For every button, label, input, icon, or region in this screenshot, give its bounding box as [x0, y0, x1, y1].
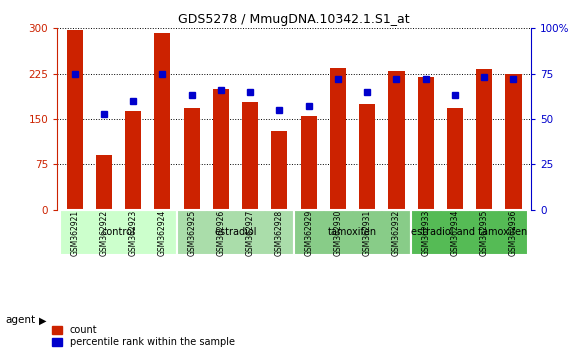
Text: GSM362936: GSM362936 — [509, 210, 518, 256]
Text: GSM362927: GSM362927 — [246, 210, 255, 256]
Text: GSM362923: GSM362923 — [128, 210, 138, 256]
Text: GSM362921: GSM362921 — [70, 210, 79, 256]
Bar — [301, 116, 317, 210]
Text: agent: agent — [6, 315, 36, 325]
Text: GSM362932: GSM362932 — [392, 210, 401, 256]
Bar — [388, 70, 404, 210]
Text: GSM362935: GSM362935 — [480, 210, 489, 256]
Bar — [96, 155, 112, 210]
Text: GSM362926: GSM362926 — [216, 210, 226, 256]
Text: estradiol and tamoxifen: estradiol and tamoxifen — [412, 227, 528, 237]
Text: GSM362934: GSM362934 — [451, 210, 460, 256]
Bar — [271, 131, 287, 210]
Bar — [125, 111, 141, 210]
Legend: count, percentile rank within the sample: count, percentile rank within the sample — [51, 323, 237, 349]
Bar — [359, 104, 375, 210]
Bar — [154, 33, 171, 210]
Bar — [417, 77, 434, 210]
Text: control: control — [102, 227, 135, 237]
FancyBboxPatch shape — [60, 210, 177, 255]
Text: tamoxifen: tamoxifen — [328, 227, 377, 237]
Text: GSM362931: GSM362931 — [363, 210, 372, 256]
Text: GSM362922: GSM362922 — [99, 210, 108, 256]
Text: GSM362925: GSM362925 — [187, 210, 196, 256]
FancyBboxPatch shape — [177, 210, 294, 255]
Title: GDS5278 / MmugDNA.10342.1.S1_at: GDS5278 / MmugDNA.10342.1.S1_at — [178, 13, 410, 26]
Text: estradiol: estradiol — [214, 227, 257, 237]
Text: GSM362930: GSM362930 — [333, 210, 343, 256]
Bar — [213, 89, 229, 210]
Bar — [67, 29, 83, 210]
Bar — [330, 68, 346, 210]
Text: GSM362928: GSM362928 — [275, 210, 284, 256]
Text: GSM362924: GSM362924 — [158, 210, 167, 256]
Bar — [447, 108, 463, 210]
Bar — [184, 108, 200, 210]
Text: GSM362929: GSM362929 — [304, 210, 313, 256]
Bar — [476, 69, 492, 210]
Bar — [505, 74, 521, 210]
FancyBboxPatch shape — [411, 210, 528, 255]
Text: ▶: ▶ — [39, 316, 46, 326]
Text: GSM362933: GSM362933 — [421, 210, 430, 256]
Bar — [242, 102, 258, 210]
FancyBboxPatch shape — [294, 210, 411, 255]
